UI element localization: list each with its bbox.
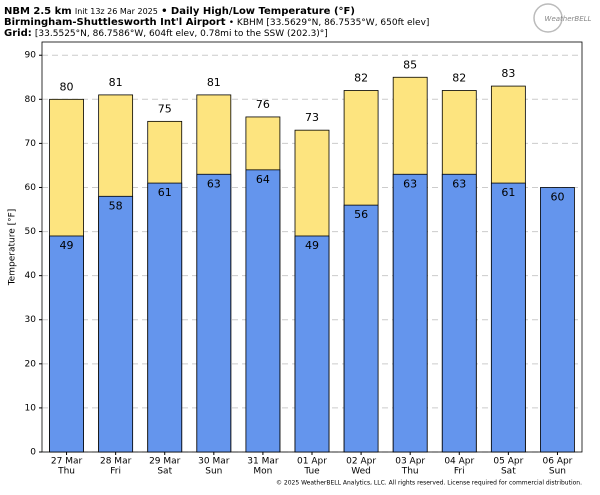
low-bar [196, 173, 232, 453]
x-tick-label: 29 Mar [149, 457, 181, 467]
y-tick-label: 0 [30, 448, 36, 458]
x-tick-label: Wed [351, 467, 371, 477]
y-axis-label: Temperature [°F] [8, 209, 18, 287]
low-bar [294, 235, 330, 453]
value-label: 63 [403, 177, 417, 190]
value-label: 83 [501, 67, 515, 80]
header-line: Grid: [33.5525°N, 86.7586°W, 604ft elev,… [4, 28, 328, 39]
x-tick-label: 04 Apr [444, 457, 474, 467]
value-label: 61 [158, 186, 172, 199]
value-label: 81 [109, 76, 123, 89]
low-bar [98, 195, 134, 453]
value-label: 58 [109, 199, 123, 212]
x-tick-label: 27 Mar [51, 457, 83, 467]
y-tick-label: 80 [25, 95, 37, 105]
init: Init 13z 26 Mar 2025 [75, 7, 158, 16]
low-bar [49, 235, 84, 453]
x-tick-label: Tue [303, 467, 320, 477]
x-tick-label: Sat [157, 467, 172, 477]
x-tick-label: Sat [501, 467, 516, 477]
y-tick-label: 30 [25, 315, 37, 325]
x-tick-label: Mon [253, 467, 272, 477]
x-tick-label: Fri [454, 467, 465, 477]
low-bar [245, 169, 281, 453]
x-tick-label: Thu [57, 467, 75, 477]
value-label: 63 [452, 177, 466, 190]
value-label: 85 [403, 58, 417, 71]
y-tick-label: 70 [25, 139, 37, 149]
x-tick-label: 30 Mar [198, 457, 230, 467]
low-bar [392, 173, 428, 453]
y-tick-label: 40 [25, 271, 37, 281]
model: NBM 2.5 km [4, 6, 72, 17]
x-tick-label: Sun [205, 467, 222, 477]
value-label: 49 [305, 239, 319, 252]
value-label: 80 [60, 80, 74, 93]
station-info: • KBHM [33.5629°N, 86.7535°W, 650ft elev… [229, 18, 430, 28]
y-tick-label: 20 [25, 359, 37, 369]
value-label: 82 [452, 71, 466, 84]
value-label: 76 [256, 98, 270, 111]
low-bar [147, 182, 183, 453]
value-label: 61 [501, 186, 515, 199]
x-tick-label: 05 Apr [493, 457, 523, 467]
x-tick-label: 03 Apr [395, 457, 425, 467]
value-label: 73 [305, 111, 319, 124]
grid-info: [33.5525°N, 86.7586°W, 604ft elev, 0.78m… [35, 29, 328, 39]
logo-icon [533, 3, 563, 33]
value-label: 82 [354, 71, 368, 84]
low-bar [540, 187, 575, 453]
x-tick-label: 06 Apr [543, 457, 573, 467]
value-label: 63 [207, 177, 221, 190]
header-line: Birmingham-Shuttlesworth Int'l Airport •… [4, 17, 429, 28]
value-label: 64 [256, 173, 270, 186]
logo: WeatherBELL [545, 15, 592, 23]
x-tick-label: Sun [549, 467, 566, 477]
header-line: NBM 2.5 km Init 13z 26 Mar 2025 • Daily … [4, 6, 355, 17]
value-label: 49 [60, 239, 74, 252]
x-tick-label: 31 Mar [247, 457, 279, 467]
x-tick-label: Thu [401, 467, 419, 477]
value-label: 81 [207, 76, 221, 89]
footer: © 2025 WeatherBELL Analytics, LLC. All r… [276, 480, 582, 487]
x-tick-label: 01 Apr [297, 457, 327, 467]
station: Birmingham-Shuttlesworth Int'l Airport [4, 17, 226, 28]
value-label: 60 [550, 190, 564, 203]
x-tick-label: 28 Mar [100, 457, 132, 467]
low-bar [343, 204, 379, 453]
y-tick-label: 90 [25, 51, 37, 61]
y-tick-label: 10 [25, 403, 37, 413]
grid-label: Grid: [4, 28, 32, 39]
x-tick-label: 02 Apr [346, 457, 376, 467]
value-label: 75 [158, 102, 172, 115]
x-tick-label: Fri [110, 467, 121, 477]
low-bar [441, 173, 477, 453]
low-bar [490, 182, 526, 453]
y-tick-label: 60 [25, 183, 37, 193]
value-label: 56 [354, 208, 368, 221]
y-tick-label: 50 [25, 227, 37, 237]
chart-title: • Daily High/Low Temperature (°F) [161, 6, 355, 17]
